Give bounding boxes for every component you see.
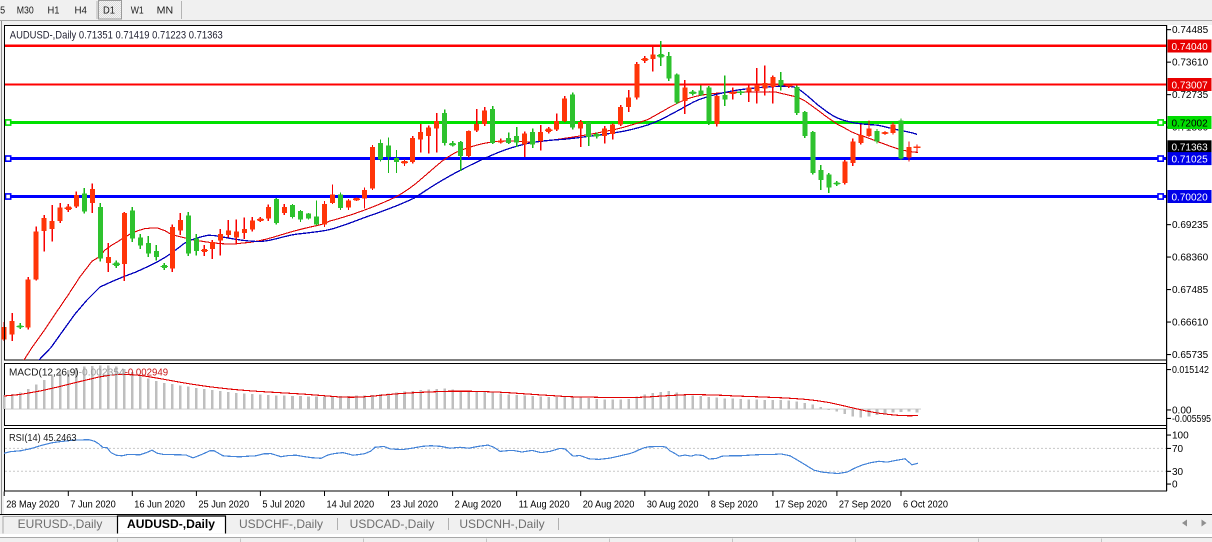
svg-text:USDCHF-,Daily: USDCHF-,Daily [239, 517, 323, 531]
svg-text:0.71363: 0.71363 [1172, 143, 1209, 154]
svg-text:16 Jun 2020: 16 Jun 2020 [134, 500, 185, 511]
svg-text:0: 0 [1172, 480, 1178, 491]
svg-text:0.72735: 0.72735 [1172, 90, 1209, 101]
svg-text:20 Aug 2020: 20 Aug 2020 [583, 500, 635, 511]
svg-text:-0.005595: -0.005595 [1172, 414, 1211, 425]
svg-text:AUDUSD-,Daily: AUDUSD-,Daily [127, 517, 215, 531]
svg-text:0.70020: 0.70020 [1172, 192, 1209, 203]
svg-text:14 Jul 2020: 14 Jul 2020 [327, 500, 375, 511]
svg-text:H4: H4 [74, 6, 87, 17]
svg-text:25 Jun 2020: 25 Jun 2020 [198, 500, 249, 511]
svg-text:23 Jul 2020: 23 Jul 2020 [391, 500, 439, 511]
svg-text:W1: W1 [131, 6, 144, 17]
svg-text:17 Sep 2020: 17 Sep 2020 [775, 500, 828, 511]
svg-text:RSI(14) 45.2463: RSI(14) 45.2463 [9, 433, 77, 444]
svg-text:0.00: 0.00 [1172, 406, 1192, 417]
svg-text:28 May 2020: 28 May 2020 [6, 500, 60, 511]
svg-text:USDCNH-,Daily: USDCNH-,Daily [459, 517, 544, 531]
svg-text:0.69235: 0.69235 [1172, 220, 1209, 231]
svg-text:-0.002949: -0.002949 [125, 368, 169, 379]
svg-text:5: 5 [0, 6, 5, 17]
svg-text:11 Aug 2020: 11 Aug 2020 [519, 500, 570, 511]
svg-text:5 Jul 2020: 5 Jul 2020 [262, 500, 305, 511]
svg-text:0.66610: 0.66610 [1172, 318, 1209, 329]
svg-text:M30: M30 [17, 6, 34, 17]
svg-text:H1: H1 [48, 6, 60, 17]
svg-text:0.72002: 0.72002 [1172, 118, 1209, 129]
svg-text:0.65735: 0.65735 [1172, 350, 1209, 361]
svg-text:MACD(12,26,9): MACD(12,26,9) [9, 368, 79, 379]
svg-text:7 Jun 2020: 7 Jun 2020 [70, 500, 116, 511]
svg-text:27 Sep 2020: 27 Sep 2020 [839, 500, 892, 511]
svg-text:8 Sep 2020: 8 Sep 2020 [711, 500, 758, 511]
svg-text:100: 100 [1172, 431, 1189, 442]
svg-text:0.015142: 0.015142 [1172, 365, 1209, 376]
svg-text:D1: D1 [103, 6, 115, 17]
svg-text:6 Oct 2020: 6 Oct 2020 [903, 500, 948, 511]
svg-text:0.67485: 0.67485 [1172, 285, 1209, 296]
svg-text:70: 70 [1172, 444, 1184, 455]
svg-text:MN: MN [157, 6, 174, 17]
svg-text:EURUSD-,Daily: EURUSD-,Daily [18, 517, 103, 531]
svg-text:AUDUSD-,Daily 0.71351 0.71419: AUDUSD-,Daily 0.71351 0.71419 0.71223 0.… [10, 30, 223, 42]
svg-text:0.68360: 0.68360 [1172, 253, 1209, 264]
svg-text:0.73007: 0.73007 [1172, 80, 1209, 91]
svg-text:0.74485: 0.74485 [1172, 25, 1209, 36]
svg-text:30: 30 [1172, 467, 1184, 478]
svg-text:0.73610: 0.73610 [1172, 58, 1209, 69]
svg-text:2 Aug 2020: 2 Aug 2020 [455, 500, 502, 511]
svg-text:30 Aug 2020: 30 Aug 2020 [647, 500, 699, 511]
svg-text:0.74040: 0.74040 [1172, 42, 1209, 53]
svg-text:-0.002354: -0.002354 [79, 368, 126, 379]
svg-text:USDCAD-,Daily: USDCAD-,Daily [350, 517, 435, 531]
svg-text:0.71025: 0.71025 [1172, 154, 1209, 165]
